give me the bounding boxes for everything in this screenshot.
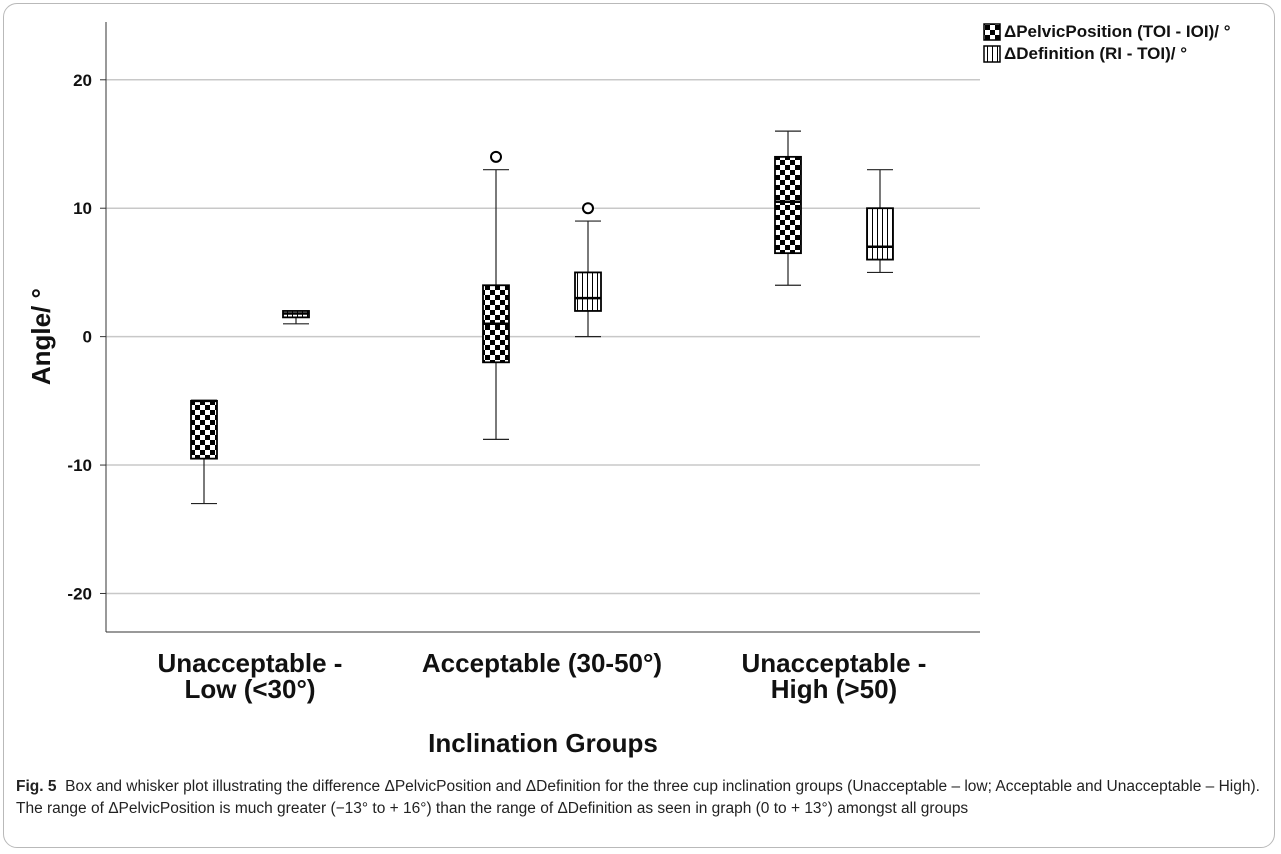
y-tick-label: 20 xyxy=(73,71,92,90)
box-series xyxy=(191,131,893,503)
category-label: Unacceptable -High (>50) xyxy=(742,648,927,704)
category-labels: Unacceptable -Low (<30°) Acceptable (30-5… xyxy=(158,648,927,704)
legend-label: ΔPelvicPosition (TOI - IOI)/ ° xyxy=(1004,22,1231,41)
box-1-0 xyxy=(283,311,309,324)
box-0-0 xyxy=(191,401,217,504)
gridlines xyxy=(106,80,980,594)
box-iqr xyxy=(775,157,801,253)
caption-label: Fig. 5 xyxy=(16,778,56,795)
box-iqr xyxy=(867,208,893,259)
box-0-1 xyxy=(483,152,509,440)
x-axis-title: Inclination Groups xyxy=(428,728,658,758)
legend-label: ΔDefinition (RI - TOI)/ ° xyxy=(1004,44,1187,63)
y-tick-label: -20 xyxy=(67,584,92,603)
outlier-point xyxy=(491,152,501,162)
outlier-point xyxy=(583,203,593,213)
y-tick-labels: 20 10 0 -10 -20 xyxy=(67,71,92,604)
category-label: Acceptable (30-50°) xyxy=(422,648,662,678)
category-label: Unacceptable -Low (<30°) xyxy=(158,648,343,704)
legend-swatch xyxy=(984,24,1000,40)
y-axis-title: Angle/ ° xyxy=(26,288,56,385)
box-0-2 xyxy=(775,131,801,285)
y-tick-label: 0 xyxy=(83,328,92,347)
box-iqr xyxy=(191,401,217,459)
box-1-1 xyxy=(575,203,601,336)
y-tick-label: 10 xyxy=(73,199,92,218)
legend-swatch xyxy=(984,46,1000,62)
caption-text: Box and whisker plot illustrating the di… xyxy=(16,778,1260,817)
legend: ΔPelvicPosition (TOI - IOI)/ ° ΔDefinitio… xyxy=(984,22,1231,63)
axes xyxy=(100,22,980,632)
figure-caption: Fig. 5 Box and whisker plot illustrating… xyxy=(16,776,1261,820)
y-tick-label: -10 xyxy=(67,456,92,475)
box-1-2 xyxy=(867,170,893,273)
box-plot-chart: 20 10 0 -10 -20 Unacceptable -Low (<30°) Acce… xyxy=(0,0,1281,770)
box-iqr xyxy=(575,272,601,311)
